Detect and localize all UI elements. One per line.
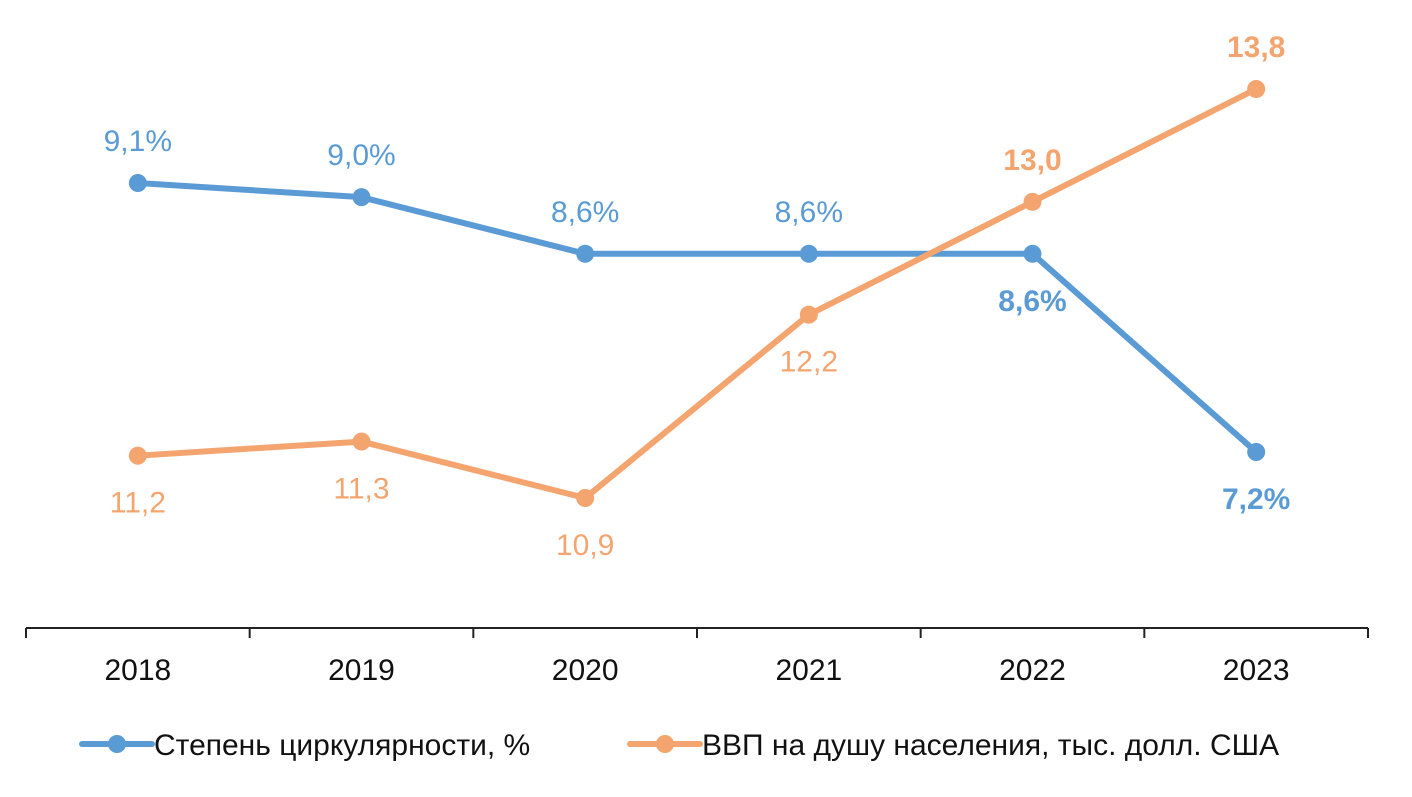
data-labels: 9,1% 9,0% 8,6% 8,6% 8,6% 7,2% 11,2 11,3 10,9 12,2… [104,31,1291,562]
x-tick-label: 2023 [1223,654,1290,687]
x-axis: 2018 2019 2020 2021 2022 2023 [25,627,1369,687]
data-label: 8,6% [551,196,619,229]
data-label: 10,9 [556,529,614,562]
legend-label: Степень циркулярности, % [154,729,530,762]
x-tick-label: 2022 [999,654,1066,687]
legend-label: ВВП на душу населения, тыс. долл. США [702,729,1279,762]
data-label: 9,1% [104,125,172,158]
data-label: 11,3 [333,473,389,506]
legend-marker [656,735,674,753]
data-label: 7,2% [1222,483,1290,516]
data-point [576,489,595,507]
x-tick-label: 2021 [775,654,842,687]
series-line [134,180,1260,455]
data-label: 13,0 [1003,144,1061,177]
data-point [799,244,818,263]
x-tick-label: 2020 [552,654,619,687]
data-point [352,188,371,207]
data-point [576,244,595,263]
legend-marker [108,735,126,753]
data-point [799,305,818,324]
data-label: 11,2 [110,487,166,520]
data-point [352,432,371,451]
data-point [1023,192,1042,211]
data-label: 13,8 [1227,31,1285,64]
data-point [128,446,147,465]
data-label: 8,6% [998,285,1066,318]
data-point [1023,244,1042,263]
legend: Степень циркулярности, % ВВП на душу насе… [79,729,1279,762]
data-point [1247,80,1266,98]
data-label: 9,0% [327,139,395,172]
series-line [134,86,1260,501]
data-point [1247,443,1266,461]
x-tick-label: 2019 [328,654,395,687]
series-layer [128,80,1266,507]
data-label: 8,6% [775,196,843,229]
data-point [128,174,147,192]
x-tick-label: 2018 [104,654,171,687]
data-label: 12,2 [780,346,838,379]
